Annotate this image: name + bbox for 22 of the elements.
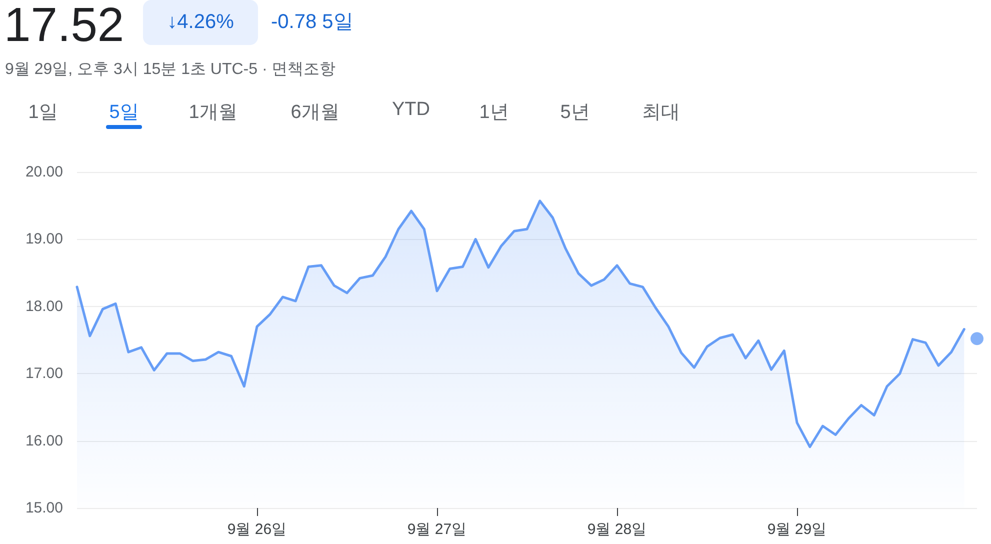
text: 최대 [641,101,681,125]
text: -0.78 5일 [271,10,354,35]
text: 1개월 [188,101,238,125]
x-tick-label: 9월 29일 [767,521,827,538]
text: 5일 [108,101,140,125]
text: 1일 [27,101,59,125]
text: 6개월 [290,101,340,125]
chart-subtitle: 9월 29일, 오후 3시 15분 1초 UTC-5 · 면책조항 [5,60,336,80]
text: 1년 [478,101,510,125]
y-tick-label: 15.00 [25,500,63,516]
x-tick-label: 9월 26일 [227,521,287,538]
y-tick-label: 16.00 [25,432,63,450]
text: YTD [391,99,431,121]
y-tick-label: 19.00 [25,230,63,248]
text: 5년 [559,101,591,125]
y-tick-label: 20.00 [25,164,63,180]
x-tick-label: 9월 28일 [587,521,647,538]
y-tick-label: 17.00 [25,365,63,382]
chart-title: 17.52 [4,0,124,53]
text: ↓4.26% [143,0,258,45]
y-tick-label: 18.00 [25,298,63,315]
x-tick-label: 9월 27일 [407,521,467,538]
